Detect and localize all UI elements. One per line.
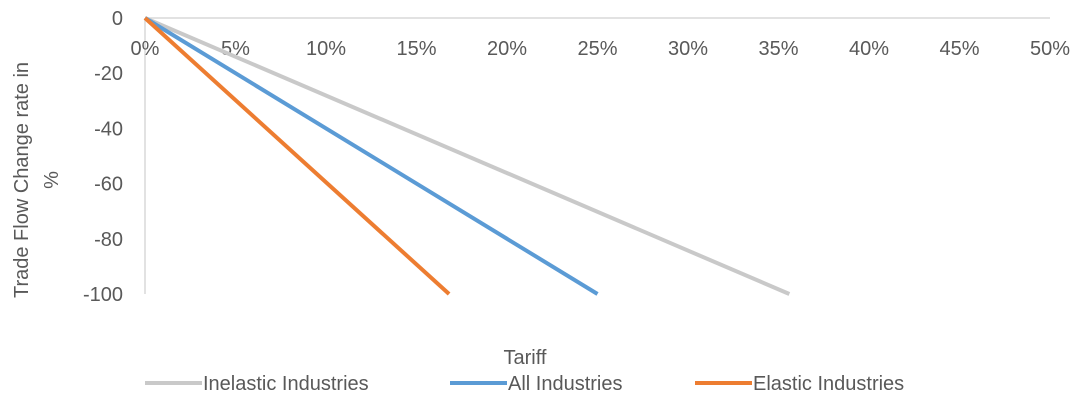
y-axis-title-line-2: % <box>41 171 63 189</box>
legend-label: Inelastic Industries <box>203 373 369 395</box>
series-line-all-industries <box>143 16 599 296</box>
x-tick-label: 35% <box>758 38 798 60</box>
x-axis-title: Tariff <box>504 347 547 369</box>
series-line-inelastic-industries <box>144 16 791 296</box>
x-tick-label: 45% <box>939 38 979 60</box>
x-tick-label: 30% <box>668 38 708 60</box>
y-tick-label: -20 <box>94 63 123 85</box>
x-tick-label: 0% <box>131 38 160 60</box>
y-tick-label: 0 <box>112 8 123 30</box>
legend: Inelastic Industries All Industries Elasti… <box>145 373 904 395</box>
y-axis-title-line-1: Trade Flow Change rate in <box>11 62 33 298</box>
x-tick-label: 15% <box>396 38 436 60</box>
axes <box>144 17 1050 294</box>
x-tick-label: 20% <box>487 38 527 60</box>
x-tick-label: 40% <box>849 38 889 60</box>
y-tick-labels: 0 -20 -40 -60 -80 -100 <box>83 8 123 306</box>
y-axis-title: Trade Flow Change rate in % <box>11 62 63 298</box>
y-tick-label: -40 <box>94 118 123 140</box>
y-tick-label: -100 <box>83 284 123 306</box>
x-tick-labels: 0% 5% 10% 15% 20% 25% 30% 35% 40% 45% 50% <box>131 38 1071 60</box>
x-tick-label: 10% <box>306 38 346 60</box>
y-tick-label: -60 <box>94 174 123 196</box>
x-tick-label: 50% <box>1030 38 1070 60</box>
series-line-elastic-industries <box>143 16 451 296</box>
legend-label: All Industries <box>508 373 623 395</box>
y-tick-label: -80 <box>94 229 123 251</box>
legend-label: Elastic Industries <box>753 373 904 395</box>
x-tick-label: 25% <box>577 38 617 60</box>
series-lines <box>143 16 791 296</box>
